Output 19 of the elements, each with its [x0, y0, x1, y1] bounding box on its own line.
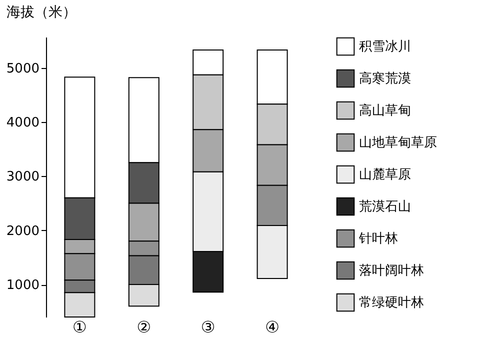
legend-label: 落叶阔叶林	[359, 264, 424, 278]
legend-label: 针叶林	[358, 232, 398, 246]
y-tick-label: 2000	[6, 224, 40, 239]
y-tick-label: 3000	[6, 170, 40, 185]
y-tick-label: 4000	[6, 116, 40, 131]
y-tick-label: 1000	[6, 278, 40, 294]
legend-label: 山麓草原	[359, 168, 411, 182]
legend-label: 荒漠石山	[359, 200, 411, 214]
y-tick-label: 5000	[6, 61, 40, 76]
legend-label: 高山草甸	[359, 102, 411, 118]
x-tick-label: ①	[72, 318, 87, 336]
legend-label: 常绿硬叶林	[359, 296, 424, 310]
y-axis-title: 海拔（米）	[6, 4, 76, 20]
legend-label: 高寒荒漠	[359, 70, 411, 86]
x-tick-label: ④	[265, 318, 280, 336]
x-tick-label: ②	[136, 318, 152, 336]
x-tick-label: ③	[200, 318, 216, 336]
legend-label: 积雪冰川	[359, 40, 411, 54]
legend-label: 山地草甸草原	[359, 136, 437, 150]
